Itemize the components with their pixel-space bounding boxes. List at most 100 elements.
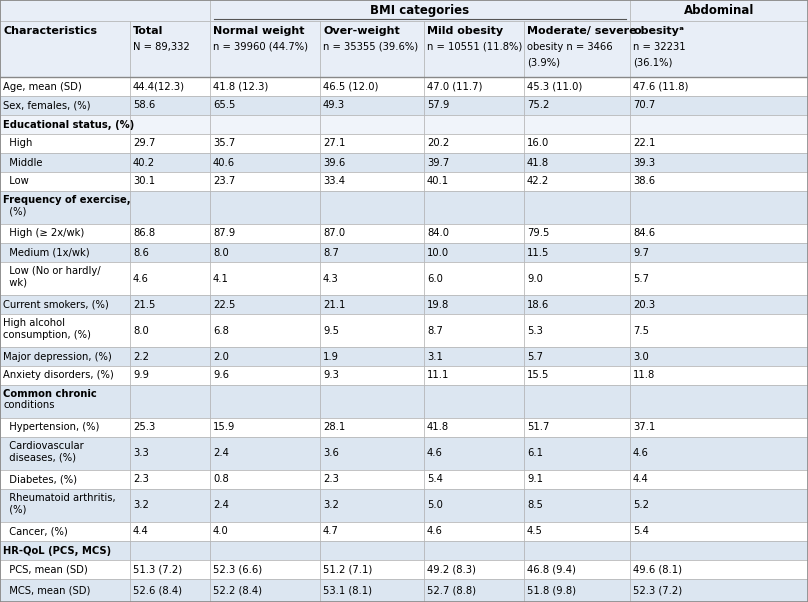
Bar bbox=[524, 470, 630, 489]
Text: 8.5: 8.5 bbox=[527, 500, 543, 510]
Text: 75.2: 75.2 bbox=[527, 101, 549, 111]
Text: 44.4(12.3): 44.4(12.3) bbox=[133, 81, 185, 92]
Bar bbox=[524, 262, 630, 295]
Text: 22.1: 22.1 bbox=[633, 138, 655, 149]
Text: 5.4: 5.4 bbox=[633, 527, 649, 536]
Text: 3.6: 3.6 bbox=[323, 448, 339, 459]
Text: 4.0: 4.0 bbox=[213, 527, 229, 536]
Text: 37.1: 37.1 bbox=[633, 423, 655, 432]
Bar bbox=[424, 115, 524, 134]
Text: 2.2: 2.2 bbox=[133, 352, 149, 361]
Text: 33.4: 33.4 bbox=[323, 176, 345, 187]
Bar bbox=[210, 172, 320, 191]
Bar bbox=[130, 385, 210, 418]
Text: 39.3: 39.3 bbox=[633, 158, 655, 167]
Text: 25.3: 25.3 bbox=[133, 423, 155, 432]
Text: 84.6: 84.6 bbox=[633, 229, 655, 238]
Bar bbox=[0, 295, 130, 314]
Text: 5.7: 5.7 bbox=[527, 352, 543, 361]
Bar bbox=[130, 366, 210, 385]
Bar bbox=[210, 579, 320, 602]
Text: 52.2 (8.4): 52.2 (8.4) bbox=[213, 586, 262, 595]
Bar bbox=[320, 115, 424, 134]
Bar bbox=[630, 0, 808, 21]
Text: 4.4: 4.4 bbox=[133, 527, 149, 536]
Text: HR-QoL (PCS, MCS): HR-QoL (PCS, MCS) bbox=[3, 545, 112, 556]
Text: consumption, (%): consumption, (%) bbox=[3, 329, 90, 340]
Text: High (≥ 2x/wk): High (≥ 2x/wk) bbox=[3, 229, 84, 238]
Text: 40.1: 40.1 bbox=[427, 176, 449, 187]
Text: 11.5: 11.5 bbox=[527, 247, 549, 258]
Bar bbox=[424, 366, 524, 385]
Bar bbox=[524, 522, 630, 541]
Text: 2.4: 2.4 bbox=[213, 500, 229, 510]
Text: 51.2 (7.1): 51.2 (7.1) bbox=[323, 565, 372, 574]
Text: 4.6: 4.6 bbox=[633, 448, 649, 459]
Text: 42.2: 42.2 bbox=[527, 176, 549, 187]
Text: 5.0: 5.0 bbox=[427, 500, 443, 510]
Bar bbox=[630, 21, 808, 77]
Bar bbox=[320, 347, 424, 366]
Text: High alcohol: High alcohol bbox=[3, 318, 65, 328]
Bar bbox=[320, 172, 424, 191]
Bar bbox=[630, 347, 808, 366]
Text: Diabetes, (%): Diabetes, (%) bbox=[3, 474, 77, 485]
Text: 30.1: 30.1 bbox=[133, 176, 155, 187]
Text: 18.6: 18.6 bbox=[527, 300, 549, 309]
Bar bbox=[630, 522, 808, 541]
Text: Normal weight: Normal weight bbox=[213, 26, 305, 36]
Text: (%): (%) bbox=[3, 206, 27, 217]
Text: (%): (%) bbox=[3, 504, 27, 515]
Text: 22.5: 22.5 bbox=[213, 300, 235, 309]
Text: Educational status, (%): Educational status, (%) bbox=[3, 120, 134, 129]
Text: 8.7: 8.7 bbox=[427, 326, 443, 335]
Bar bbox=[320, 134, 424, 153]
Text: Cardiovascular: Cardiovascular bbox=[3, 441, 84, 451]
Text: 53.1 (8.1): 53.1 (8.1) bbox=[323, 586, 372, 595]
Text: 8.0: 8.0 bbox=[213, 247, 229, 258]
Text: 15.9: 15.9 bbox=[213, 423, 235, 432]
Bar bbox=[320, 224, 424, 243]
Bar bbox=[320, 77, 424, 96]
Text: 79.5: 79.5 bbox=[527, 229, 549, 238]
Text: 2.4: 2.4 bbox=[213, 448, 229, 459]
Bar bbox=[130, 295, 210, 314]
Bar bbox=[630, 541, 808, 560]
Bar bbox=[210, 437, 320, 470]
Bar bbox=[524, 437, 630, 470]
Bar bbox=[524, 347, 630, 366]
Text: 10.0: 10.0 bbox=[427, 247, 449, 258]
Bar bbox=[630, 418, 808, 437]
Bar bbox=[0, 579, 130, 602]
Text: 3.3: 3.3 bbox=[133, 448, 149, 459]
Bar bbox=[424, 191, 524, 224]
Bar bbox=[130, 172, 210, 191]
Bar bbox=[424, 21, 524, 77]
Bar bbox=[524, 21, 630, 77]
Text: 16.0: 16.0 bbox=[527, 138, 549, 149]
Text: Middle: Middle bbox=[3, 158, 43, 167]
Text: 3.2: 3.2 bbox=[133, 500, 149, 510]
Bar bbox=[130, 134, 210, 153]
Bar bbox=[424, 418, 524, 437]
Bar bbox=[130, 77, 210, 96]
Bar bbox=[424, 224, 524, 243]
Bar bbox=[130, 96, 210, 115]
Text: Low: Low bbox=[3, 176, 29, 187]
Text: 84.0: 84.0 bbox=[427, 229, 449, 238]
Text: 4.5: 4.5 bbox=[527, 527, 543, 536]
Bar bbox=[524, 541, 630, 560]
Text: 4.6: 4.6 bbox=[427, 448, 443, 459]
Text: 39.7: 39.7 bbox=[427, 158, 449, 167]
Text: 41.8: 41.8 bbox=[527, 158, 549, 167]
Bar bbox=[210, 418, 320, 437]
Text: 20.2: 20.2 bbox=[427, 138, 449, 149]
Text: 51.7: 51.7 bbox=[527, 423, 549, 432]
Text: 4.1: 4.1 bbox=[213, 273, 229, 284]
Bar bbox=[0, 366, 130, 385]
Text: 27.1: 27.1 bbox=[323, 138, 345, 149]
Text: 6.8: 6.8 bbox=[213, 326, 229, 335]
Text: 46.8 (9.4): 46.8 (9.4) bbox=[527, 565, 576, 574]
Bar bbox=[320, 21, 424, 77]
Bar bbox=[210, 224, 320, 243]
